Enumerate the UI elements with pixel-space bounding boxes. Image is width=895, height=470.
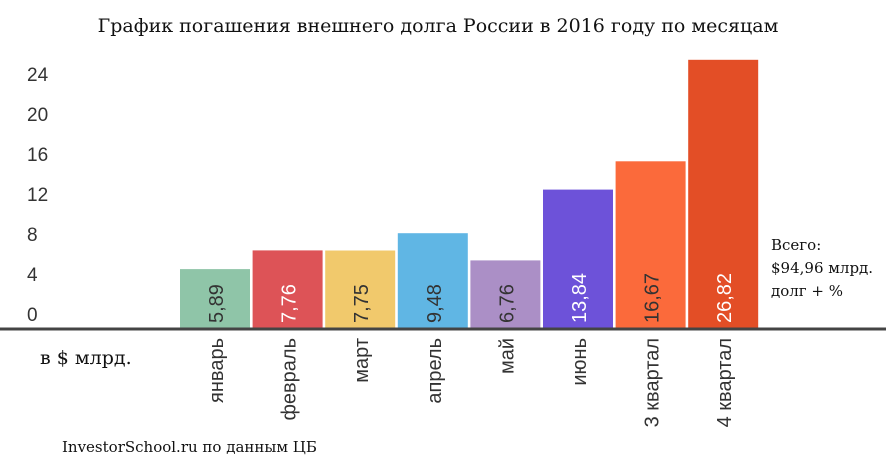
annotation-line-2: $94,96 млрд. (771, 259, 873, 277)
y-axis-unit-label: в $ млрд. (40, 347, 132, 369)
y-tick-label: 16 (27, 145, 48, 166)
data-label: 6,76 (496, 284, 518, 323)
x-tick-label: 4 квартал (714, 338, 736, 427)
y-tick-label: 12 (27, 185, 48, 206)
total-annotation: Всего: $94,96 млрд. долг + % (771, 236, 873, 300)
x-tick-label: июнь (569, 338, 591, 386)
x-tick-label: март (351, 338, 373, 383)
y-tick-label: 20 (27, 105, 48, 126)
data-label: 5,89 (206, 284, 228, 323)
x-tick-label: май (496, 338, 518, 374)
x-tick-label: январь (206, 338, 228, 403)
bar (615, 161, 686, 328)
y-tick-label: 0 (27, 305, 38, 326)
x-tick-label: 3 квартал (642, 338, 664, 427)
data-label: 26,82 (714, 273, 736, 323)
bar (397, 233, 468, 328)
bar (688, 59, 759, 329)
data-label: 7,75 (351, 284, 373, 323)
data-label: 16,67 (642, 273, 664, 323)
y-tick-label: 4 (27, 265, 38, 286)
bar (180, 269, 250, 328)
bar (325, 250, 396, 328)
x-tick-label: апрель (424, 338, 446, 404)
data-label: 9,48 (424, 284, 446, 323)
data-label: 13,84 (569, 273, 591, 323)
bar (543, 189, 613, 328)
annotation-line-3: долг + % (771, 282, 843, 300)
y-tick-label: 8 (27, 225, 38, 246)
chart-title: График погашения внешнего долга России в… (98, 15, 779, 37)
bar (470, 260, 541, 328)
data-label: 7,76 (279, 284, 301, 323)
source-note: InvestorSchool.ru по данным ЦБ (62, 438, 317, 456)
annotation-line-1: Всего: (771, 236, 821, 254)
x-tick-label: февраль (279, 338, 301, 421)
y-tick-label: 24 (27, 65, 49, 86)
bar (252, 250, 323, 328)
